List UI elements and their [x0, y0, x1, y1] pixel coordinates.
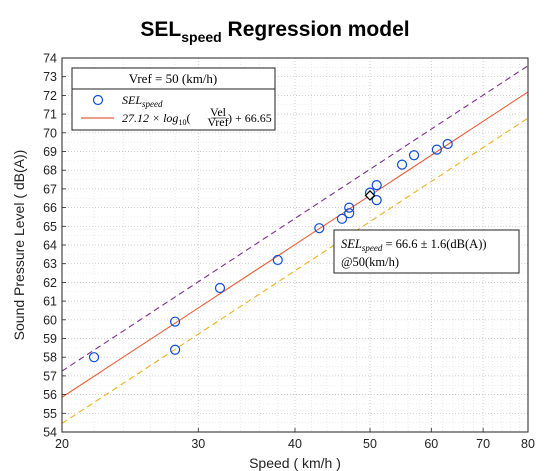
data-point — [371, 180, 382, 191]
y-tick-label: 71 — [43, 108, 57, 122]
y-tick-label: 69 — [43, 145, 57, 159]
data-point — [344, 208, 355, 219]
data-point — [272, 254, 283, 266]
x-tick-labels: 20 30 40 50 60 70 80 — [55, 428, 535, 451]
y-tick-label: 72 — [43, 89, 57, 103]
x-tick-label: 80 — [521, 437, 535, 451]
y-tick-label: 66 — [43, 201, 57, 215]
y-tick-label: 67 — [43, 182, 57, 196]
y-axis-label: Sound Pressure Level ( dB(A)) — [11, 150, 27, 341]
x-tick-label: 20 — [55, 437, 69, 451]
y-tick-label: 62 — [43, 276, 57, 290]
reference-diamond — [364, 190, 376, 201]
y-tick-label: 57 — [43, 369, 57, 383]
y-tick-label: 74 — [43, 52, 57, 66]
annotation-box: SELspeed = 66.6 ± 1.6(dB(A)) @50(km/h) — [333, 229, 520, 274]
legend-box — [71, 67, 276, 131]
data-point — [336, 213, 348, 224]
confidence-bound-line — [61, 117, 529, 424]
annotation-line-2: @50(km/h) — [341, 255, 399, 269]
svg-text:27.12 × log10(: 27.12 × log10( — [122, 111, 190, 127]
legend-marker-swatch — [92, 94, 104, 106]
data-point — [170, 316, 181, 327]
y-tick-label: 56 — [43, 388, 57, 402]
data-point — [88, 352, 100, 363]
data-point — [431, 144, 442, 155]
legend: Vref = 50 (km/h) SELspeed 27.12 × log10(… — [71, 67, 276, 131]
regression-line — [61, 91, 529, 398]
confidence-bound-line — [61, 65, 529, 372]
y-tick-label: 60 — [43, 313, 57, 327]
x-axis-label: Speed ( km/h ) — [249, 455, 341, 471]
legend-entry-sel-speed: SELspeed — [122, 93, 163, 109]
svg-text:) + 66.65: ) + 66.65 — [228, 111, 272, 125]
x-tick-label: 40 — [288, 437, 302, 451]
y-tick-label: 61 — [43, 295, 57, 309]
y-tick-label: 55 — [43, 407, 57, 421]
legend-title: Vref = 50 (km/h) — [129, 71, 218, 86]
y-tick-labels: 54 55 56 57 58 59 60 61 62 63 64 65 66 67 68 69 70 71 72 73… — [43, 52, 66, 440]
x-tick-label: 30 — [191, 437, 205, 451]
series-lines — [61, 65, 529, 424]
y-tick-label: 70 — [43, 126, 57, 140]
y-tick-label: 54 — [43, 426, 57, 440]
data-point — [344, 202, 355, 213]
data-point — [314, 223, 325, 234]
chart-title: SELspeed Regression model — [140, 18, 409, 45]
y-tick-label: 59 — [43, 332, 57, 346]
x-tick-label: 60 — [424, 437, 438, 451]
svg-text:Vel: Vel — [210, 105, 227, 119]
y-tick-label: 65 — [43, 220, 57, 234]
y-tick-label: 73 — [43, 70, 57, 84]
annotation-line-1: SELspeed = 66.6 ± 1.6(dB(A)) — [341, 237, 487, 253]
y-tick-label: 64 — [43, 239, 57, 253]
reference-point — [364, 190, 376, 201]
x-tick-label: 50 — [363, 437, 377, 451]
x-tick-label: 70 — [476, 437, 490, 451]
data-point — [396, 159, 408, 170]
data-point — [442, 138, 453, 150]
svg-text:Vref: Vref — [207, 115, 228, 129]
y-tick-label: 58 — [43, 351, 57, 365]
data-point — [371, 195, 382, 206]
data-point — [170, 344, 181, 355]
data-point — [408, 150, 420, 161]
legend-entry-regression: 27.12 × log10( Vel Vref ) + 66.65 — [122, 105, 272, 129]
y-tick-label: 63 — [43, 257, 57, 271]
data-point — [214, 282, 226, 294]
y-tick-label: 68 — [43, 164, 57, 178]
